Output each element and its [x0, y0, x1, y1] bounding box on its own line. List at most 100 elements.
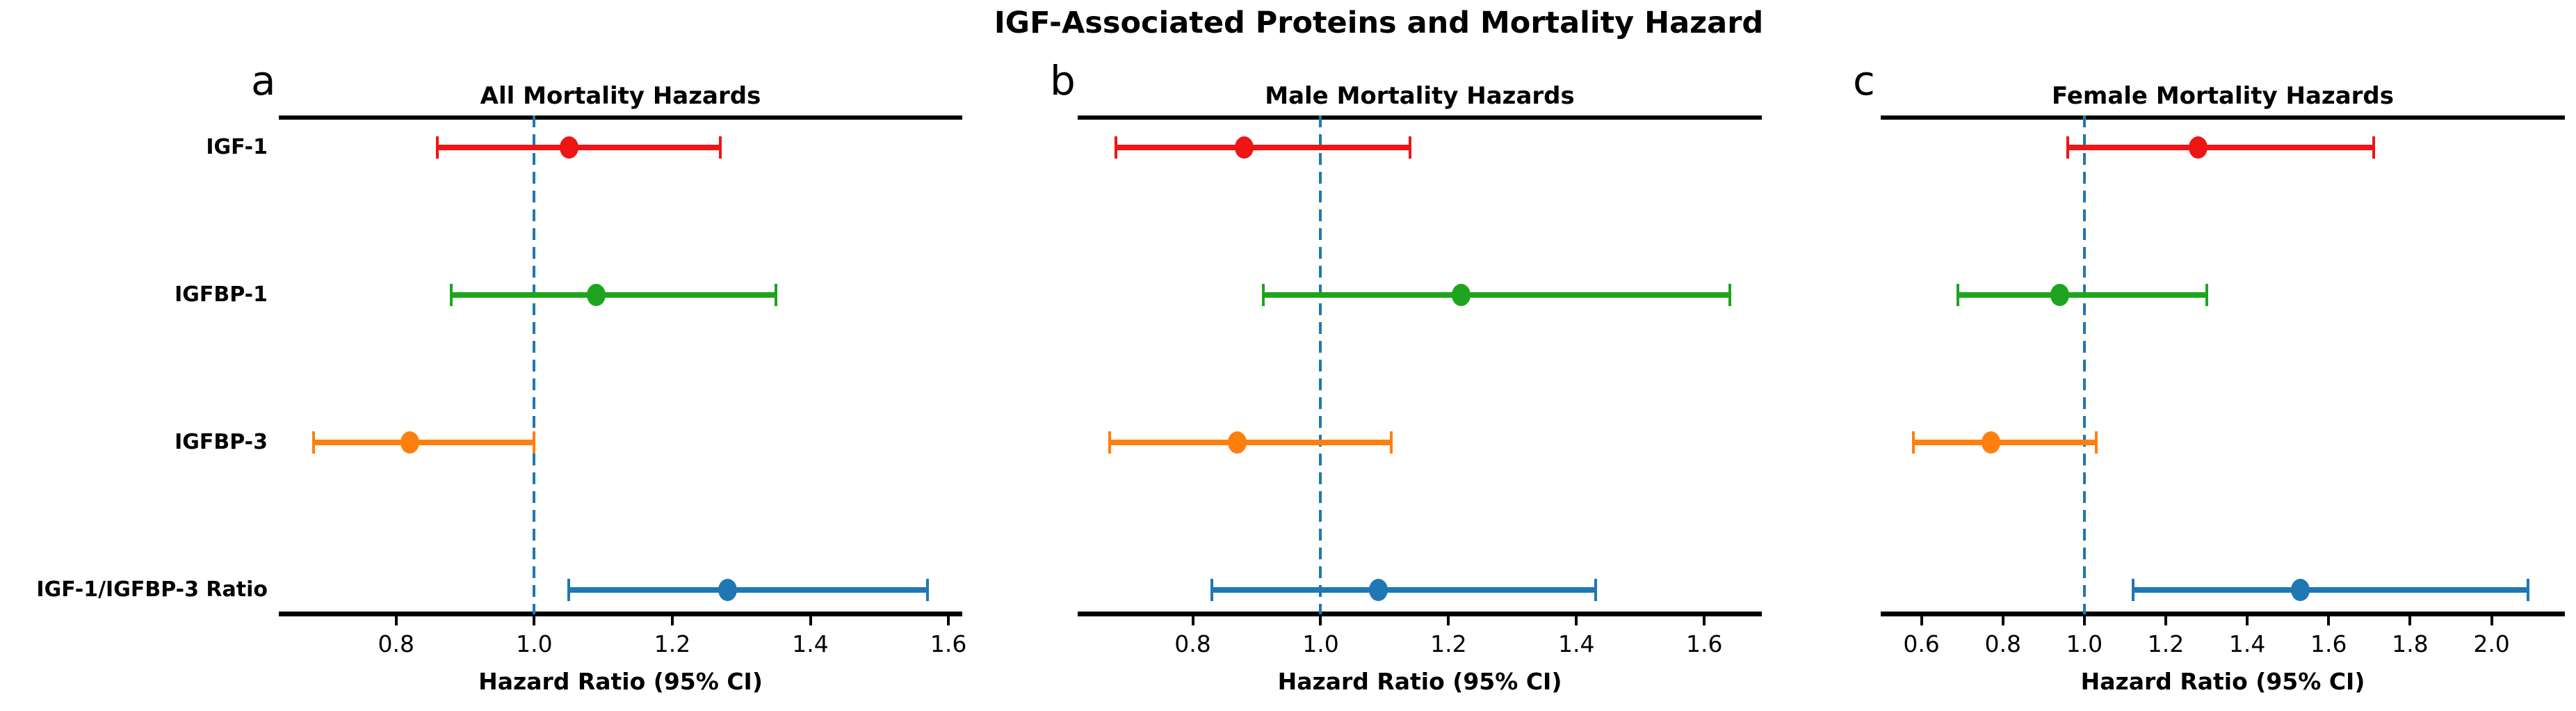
ci-cap-high [2527, 578, 2530, 601]
x-tick [2490, 614, 2493, 625]
x-tick [809, 614, 812, 625]
x-tick-label: 0.8 [1984, 630, 2021, 657]
row-label: IGFBP-3 [175, 430, 268, 455]
ci-cap-low [1911, 431, 1915, 454]
x-tick [1447, 614, 1450, 625]
panel-plot-area: 0.8 1.0 1.2 1.4 1.6 Hazard Ratio (95% CI) [279, 115, 966, 695]
hr-point [2050, 283, 2070, 306]
row-label: IGF-1/IGFBP-3 Ratio [36, 577, 268, 602]
x-tick-label: 1.8 [2392, 630, 2429, 657]
x-tick [394, 614, 398, 625]
panel-title-female: Female Mortality Hazards [2051, 82, 2395, 110]
panel-title-all: All Mortality Hazards [480, 82, 761, 110]
x-tick [2327, 614, 2331, 625]
row-label: IGFBP-1 [175, 282, 268, 307]
hr-point [1981, 431, 2000, 454]
x-tick-label: 1.2 [654, 630, 691, 657]
x-tick [1703, 614, 1706, 625]
ci-cap-high [926, 578, 930, 601]
top-spine [279, 115, 962, 120]
hr-point [400, 431, 420, 454]
ci-cap-low [1108, 431, 1111, 454]
x-tick-label: 1.0 [516, 630, 553, 657]
x-axis-label: Hazard Ratio (95% CI) [478, 668, 763, 695]
x-tick [2082, 614, 2086, 625]
panel-all-mortality: a All Mortality Hazards 0.8 1.0 1.2 1.4 1.6 H… [251, 57, 966, 695]
ci-cap-low [567, 578, 571, 601]
x-axis-label: Hazard Ratio (95% CI) [1277, 668, 1562, 695]
x-tick-label: 1.4 [792, 630, 829, 657]
hr-point [1368, 578, 1388, 601]
hr-point [1452, 283, 1471, 306]
hr-point [559, 136, 578, 159]
ci-cap-high [1409, 136, 1412, 159]
x-tick-label: 1.6 [1685, 630, 1723, 657]
x-tick [2164, 614, 2167, 625]
ci-line [2068, 145, 2374, 151]
ci-cap-low [2066, 136, 2070, 159]
ci-line [1116, 145, 1411, 151]
panel-letter-a: a [251, 57, 276, 104]
panel-letter-b: b [1050, 57, 1076, 104]
top-spine [1881, 115, 2565, 120]
x-tick-label: 1.0 [1302, 630, 1339, 657]
ci-line [1109, 440, 1391, 446]
hr-point [2189, 136, 2208, 159]
reference-line [1319, 115, 1322, 616]
x-tick-label: 1.6 [930, 630, 967, 657]
ci-line [313, 440, 535, 446]
hr-point [587, 283, 606, 306]
hr-point [718, 578, 737, 601]
row-labels: IGF-1 IGFBP-1 IGFBP-3 IGF-1/IGFBP-3 Ratio [0, 115, 279, 616]
top-spine [1078, 115, 1762, 120]
panel-title-male: Male Mortality Hazards [1265, 82, 1575, 110]
ci-cap-high [1594, 578, 1597, 601]
ci-cap-low [1115, 136, 1118, 159]
ci-line [451, 291, 776, 298]
x-tick-label: 1.2 [2147, 630, 2185, 657]
hr-point [2290, 578, 2310, 601]
ci-cap-low [450, 283, 453, 306]
ci-line [1958, 291, 2207, 298]
ci-cap-low [1957, 283, 1960, 306]
x-tick [1191, 614, 1194, 625]
ci-cap-high [2205, 283, 2208, 306]
panel-female-mortality: c Female Mortality Hazards 0.6 0.8 1.0 1.2 1… [1853, 57, 2565, 695]
x-axis-spine [1881, 612, 2565, 616]
ci-line [2133, 586, 2529, 593]
ci-line [569, 586, 928, 593]
ci-line [1913, 440, 2097, 446]
ci-cap-low [436, 136, 439, 159]
x-tick [533, 614, 536, 625]
x-tick [2408, 614, 2412, 625]
x-tick-label: 0.8 [1174, 630, 1211, 657]
ci-cap-low [2132, 578, 2135, 601]
hr-point [1234, 136, 1254, 159]
reference-line [533, 115, 536, 616]
x-tick-label: 1.6 [2310, 630, 2347, 657]
row-label: IGF-1 [206, 135, 268, 160]
x-tick-label: 1.4 [2228, 630, 2266, 657]
x-tick [2246, 614, 2249, 625]
ci-line [437, 145, 721, 151]
panel-male-mortality: b Male Mortality Hazards 0.8 1.0 1.2 1.4 1.6… [1050, 57, 1762, 695]
x-tick [1920, 614, 1923, 625]
x-tick-label: 0.6 [1903, 630, 1940, 657]
x-tick-label: 1.4 [1558, 630, 1595, 657]
x-tick [1575, 614, 1578, 625]
hr-point [1228, 431, 1247, 454]
x-axis-spine [1078, 612, 1762, 616]
x-axis-label: Hazard Ratio (95% CI) [2080, 668, 2365, 695]
x-axis-spine [279, 612, 962, 616]
panel-plot-area: 0.8 1.0 1.2 1.4 1.6 Hazard Ratio (95% CI) [1078, 115, 1762, 695]
ci-cap-high [2095, 431, 2098, 454]
figure-title: IGF-Associated Proteins and Mortality Ha… [994, 6, 1764, 40]
x-tick-label: 2.0 [2473, 630, 2510, 657]
ci-line [1263, 291, 1730, 298]
reference-line [2082, 115, 2086, 616]
x-tick-label: 0.8 [378, 630, 415, 657]
panel-plot-area: 0.6 0.8 1.0 1.2 1.4 1.6 1.8 2.0 Hazard Ratio (95… [1881, 115, 2565, 695]
ci-cap-high [1389, 431, 1393, 454]
panel-letter-c: c [1853, 57, 1875, 104]
